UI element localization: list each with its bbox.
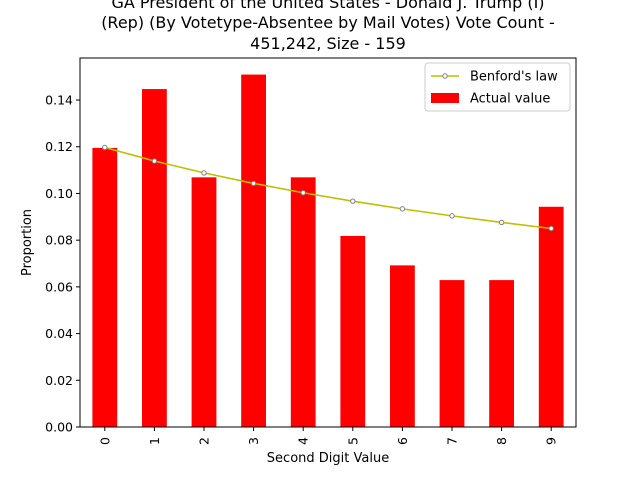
x-tick-label: 3 [246,437,261,445]
benford-point-7 [449,213,455,219]
benford-point-3 [250,180,257,187]
bar-8 [489,280,514,427]
bar-0 [92,147,118,427]
chart-title-line-3: 451,242, Size - 159 [250,34,406,53]
chart-title: GA President of the United States - Dona… [101,0,555,53]
x-tick-label: 9 [544,437,559,445]
bar-1 [142,89,167,427]
x-tick-label: 0 [97,437,112,445]
legend-label-benford: Benford's law [470,70,558,85]
benford-line [104,146,552,230]
x-tick-label: 8 [494,437,509,445]
y-tick-label: 0.00 [45,420,73,435]
benford-point-4 [300,190,306,196]
x-tick-label: 1 [147,437,162,445]
x-tick-label: 6 [395,437,410,445]
benford-point-5 [350,198,356,204]
y-axis-ticks: 0.00 0.02 0.04 0.06 0.08 0.10 0.12 0.14 [45,93,80,435]
legend-label-actual: Actual value [470,92,550,107]
legend: Benford's law Actual value [424,62,571,112]
x-tick-label: 2 [197,437,212,445]
x-axis-ticks: 0 1 2 3 4 5 6 7 8 9 [97,427,559,445]
bar-series [92,74,564,428]
benford-line-series [102,144,554,232]
chart-title-line-2: (Rep) (By Votetype-Absentee by Mail Vote… [101,13,555,32]
legend-bar-swatch [431,93,459,103]
y-tick-label: 0.04 [45,326,73,341]
plot-frame [79,57,577,428]
bar-2 [191,177,217,427]
bar-5 [340,235,366,427]
bar-9 [538,206,564,427]
x-tick-label: 7 [445,437,460,445]
benford-point-9 [548,225,554,232]
bar-7 [439,280,465,427]
x-tick-label: 4 [296,437,311,445]
benford-point-0 [102,144,108,151]
y-tick-label: 0.12 [45,139,73,154]
y-tick-label: 0.06 [45,279,73,294]
benford-point-6 [399,206,406,212]
benford-point-8 [498,219,505,226]
benford-point-2 [201,170,207,176]
x-tick-label: 5 [345,437,360,445]
y-tick-label: 0.10 [45,186,73,201]
legend-box [424,62,571,112]
y-tick-label: 0.08 [45,233,73,248]
benford-point-1 [151,158,158,164]
bar-6 [390,265,415,427]
y-tick-label: 0.02 [45,373,73,388]
y-tick-label: 0.14 [45,93,73,108]
chart-title-line-1: GA President of the United States - Dona… [111,0,544,12]
x-axis-label: Second Digit Value [267,451,389,466]
legend-line-marker [442,73,448,79]
bar-3 [241,74,266,428]
bar-4 [290,177,316,427]
y-axis-label: Proportion [20,209,35,276]
